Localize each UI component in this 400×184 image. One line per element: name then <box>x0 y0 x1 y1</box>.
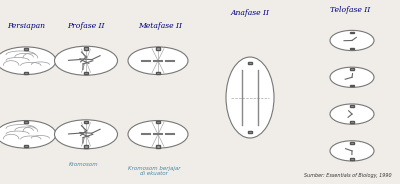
Ellipse shape <box>128 47 188 75</box>
FancyBboxPatch shape <box>248 62 252 64</box>
Text: Persiapan: Persiapan <box>7 22 45 30</box>
FancyBboxPatch shape <box>350 158 354 160</box>
Ellipse shape <box>330 67 374 87</box>
Ellipse shape <box>330 104 374 124</box>
Text: Telofase II: Telofase II <box>330 6 370 13</box>
FancyBboxPatch shape <box>24 72 28 74</box>
FancyBboxPatch shape <box>350 85 354 86</box>
FancyBboxPatch shape <box>84 145 88 148</box>
Text: Anafase II: Anafase II <box>230 9 270 17</box>
Ellipse shape <box>0 47 56 75</box>
Ellipse shape <box>330 30 374 51</box>
FancyBboxPatch shape <box>24 121 28 123</box>
Ellipse shape <box>330 141 374 161</box>
FancyBboxPatch shape <box>350 142 354 144</box>
FancyBboxPatch shape <box>24 145 28 147</box>
FancyBboxPatch shape <box>350 48 354 49</box>
Ellipse shape <box>54 120 118 149</box>
Text: Kromosom berjajar
di ekuator: Kromosom berjajar di ekuator <box>128 166 180 176</box>
FancyBboxPatch shape <box>24 48 28 50</box>
FancyBboxPatch shape <box>156 72 160 74</box>
FancyBboxPatch shape <box>350 32 354 33</box>
FancyBboxPatch shape <box>84 72 88 74</box>
Text: Profase II: Profase II <box>67 22 105 30</box>
Text: Sumber: Essentials of Biology, 1990: Sumber: Essentials of Biology, 1990 <box>304 174 392 178</box>
Text: Kromosom: Kromosom <box>69 162 99 167</box>
Ellipse shape <box>128 121 188 148</box>
FancyBboxPatch shape <box>84 121 88 123</box>
FancyBboxPatch shape <box>156 47 160 50</box>
Ellipse shape <box>54 46 118 75</box>
Ellipse shape <box>0 121 56 148</box>
FancyBboxPatch shape <box>84 47 88 50</box>
FancyBboxPatch shape <box>350 121 354 123</box>
FancyBboxPatch shape <box>350 105 354 107</box>
FancyBboxPatch shape <box>156 145 160 148</box>
Text: Metafase II: Metafase II <box>138 22 182 30</box>
FancyBboxPatch shape <box>248 131 252 133</box>
FancyBboxPatch shape <box>156 121 160 123</box>
FancyBboxPatch shape <box>350 68 354 70</box>
Ellipse shape <box>226 57 274 138</box>
